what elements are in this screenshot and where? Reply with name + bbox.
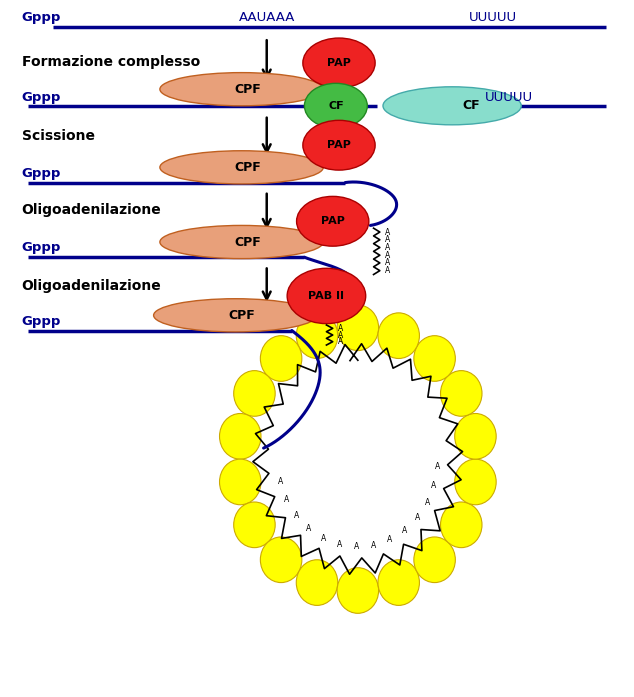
Text: CPF: CPF <box>228 309 255 322</box>
Text: A: A <box>385 227 390 236</box>
Text: A: A <box>338 337 343 346</box>
Text: A: A <box>294 511 299 520</box>
Text: A: A <box>385 259 390 268</box>
Circle shape <box>261 336 302 381</box>
Text: UUUUU: UUUUU <box>484 91 533 104</box>
Text: A: A <box>338 330 343 339</box>
Text: A: A <box>415 513 420 522</box>
Text: A: A <box>385 266 390 275</box>
Text: AAUAAA: AAUAAA <box>195 241 251 254</box>
Circle shape <box>441 371 482 416</box>
Text: PAP: PAP <box>327 140 351 151</box>
Circle shape <box>296 313 338 358</box>
Text: Oligoadenilazione: Oligoadenilazione <box>22 204 162 217</box>
Circle shape <box>337 305 378 351</box>
Text: Gppp: Gppp <box>22 91 61 104</box>
Circle shape <box>455 413 496 459</box>
Ellipse shape <box>303 121 375 170</box>
Text: A: A <box>278 477 283 487</box>
Circle shape <box>378 313 420 358</box>
Text: CF: CF <box>328 101 344 111</box>
Text: Gppp: Gppp <box>22 11 61 24</box>
Text: A: A <box>284 495 290 504</box>
Circle shape <box>455 459 496 505</box>
Text: CF: CF <box>462 99 480 112</box>
Text: A: A <box>371 541 376 550</box>
Text: AAUAAA: AAUAAA <box>238 11 295 24</box>
Ellipse shape <box>297 197 369 246</box>
Circle shape <box>219 459 261 505</box>
Ellipse shape <box>383 87 521 125</box>
Text: AAUAAA: AAUAAA <box>207 91 264 104</box>
Text: A: A <box>431 481 437 490</box>
Circle shape <box>414 537 455 583</box>
Text: A: A <box>385 236 390 244</box>
Circle shape <box>261 537 302 583</box>
Text: Oligoadenilazione: Oligoadenilazione <box>22 279 162 293</box>
Text: PAB II: PAB II <box>308 291 344 301</box>
Text: A: A <box>354 542 359 551</box>
Circle shape <box>234 502 275 548</box>
Text: A: A <box>306 523 311 533</box>
Ellipse shape <box>303 38 375 88</box>
Ellipse shape <box>153 299 317 332</box>
Text: PAP: PAP <box>327 58 351 68</box>
Circle shape <box>219 413 261 459</box>
Ellipse shape <box>160 72 323 106</box>
Text: A: A <box>338 324 343 333</box>
Ellipse shape <box>160 151 323 184</box>
Text: A: A <box>387 535 392 544</box>
Text: Gppp: Gppp <box>22 241 61 254</box>
Ellipse shape <box>160 225 323 259</box>
Text: A: A <box>385 251 390 260</box>
Text: CPF: CPF <box>235 83 261 95</box>
Text: AAUAAA: AAUAAA <box>182 315 238 328</box>
Circle shape <box>337 567 378 613</box>
Text: AAUAAA: AAUAAA <box>207 167 264 180</box>
Text: A: A <box>385 243 390 252</box>
Text: CPF: CPF <box>235 161 261 174</box>
Text: Gppp: Gppp <box>22 167 61 180</box>
Text: A: A <box>321 534 326 543</box>
Text: A: A <box>425 498 430 507</box>
Ellipse shape <box>304 84 367 128</box>
Circle shape <box>441 502 482 548</box>
Text: A: A <box>402 526 407 535</box>
Circle shape <box>234 371 275 416</box>
Circle shape <box>378 560 420 606</box>
Ellipse shape <box>287 268 366 323</box>
Text: PAP: PAP <box>321 216 345 227</box>
Text: Scissione: Scissione <box>22 128 94 142</box>
Text: Formazione complesso: Formazione complesso <box>22 54 200 68</box>
Text: UUUUU: UUUUU <box>469 11 517 24</box>
Text: CPF: CPF <box>235 236 261 249</box>
Circle shape <box>296 560 338 606</box>
Text: A: A <box>337 540 342 549</box>
Text: Gppp: Gppp <box>22 315 61 328</box>
Circle shape <box>414 336 455 381</box>
Text: A: A <box>435 462 440 471</box>
